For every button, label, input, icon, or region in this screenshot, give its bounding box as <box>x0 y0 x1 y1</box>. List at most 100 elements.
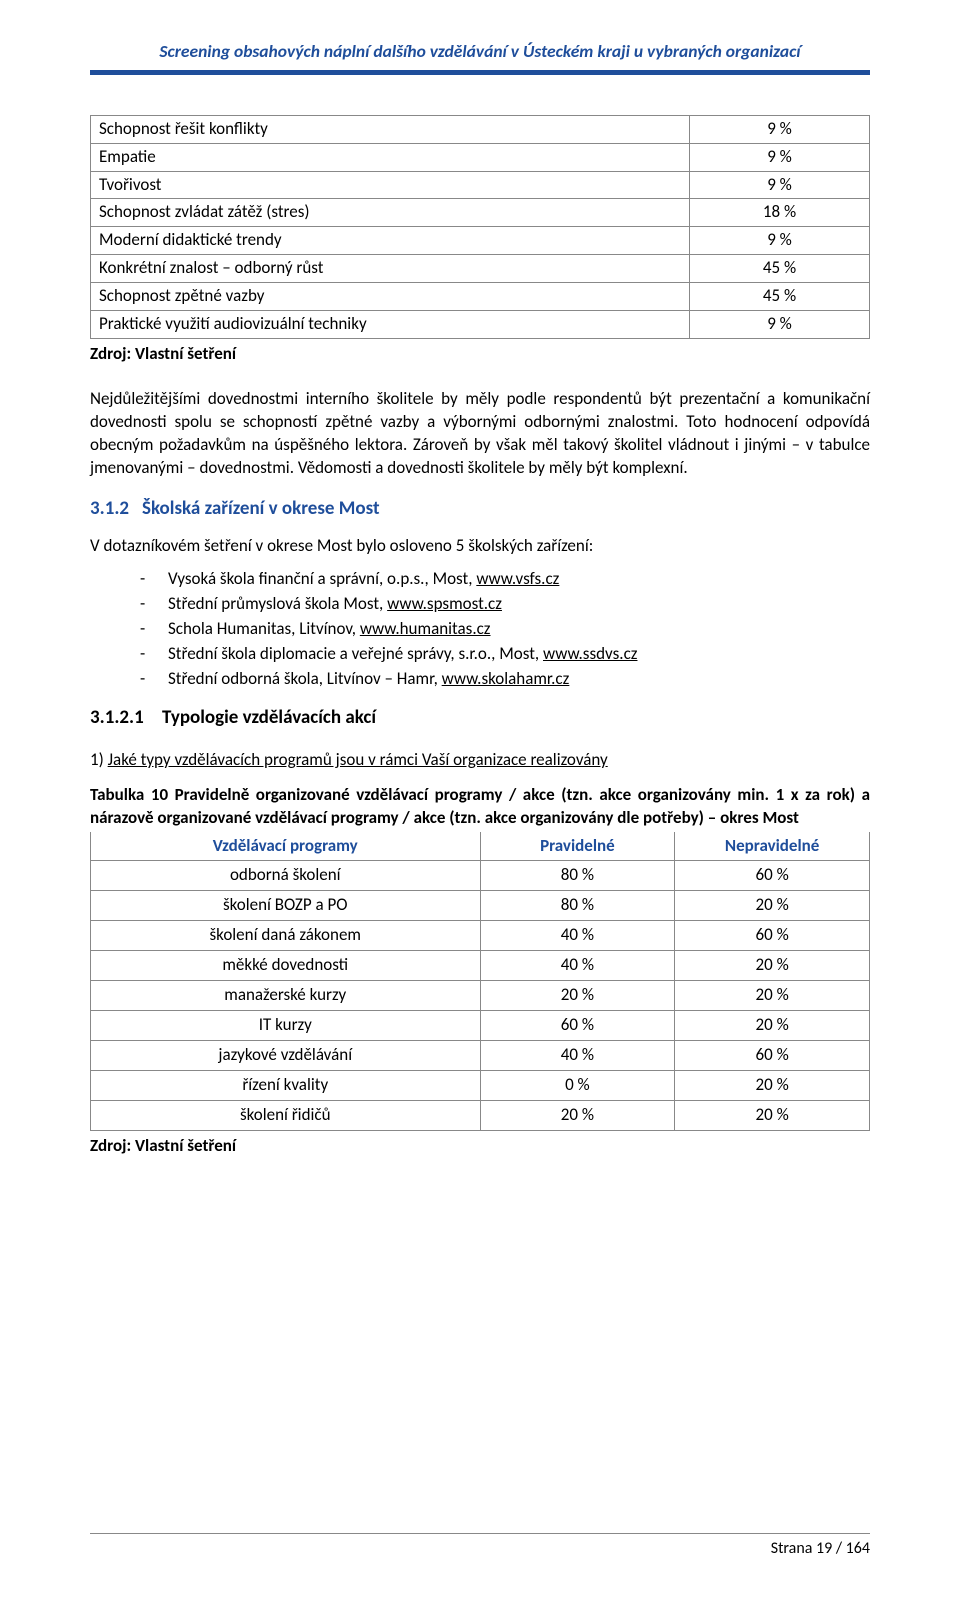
program-label: školení BOZP a PO <box>91 891 481 921</box>
column-header: Pravidelné <box>480 832 675 861</box>
program-irregular: 20 % <box>675 1071 870 1101</box>
skill-label: Empatie <box>91 143 690 171</box>
skill-label: Schopnost zvládat zátěž (stres) <box>91 199 690 227</box>
heading-number: 3.1.2.1 <box>90 705 162 731</box>
table-row: Schopnost zvládat zátěž (stres)18 % <box>91 199 870 227</box>
skill-value: 18 % <box>690 199 870 227</box>
list-link[interactable]: www.spsmost.cz <box>387 593 502 614</box>
skill-value: 9 % <box>690 143 870 171</box>
list-item: Schola Humanitas, Litvínov, www.humanita… <box>140 618 870 641</box>
table-row: IT kurzy60 %20 % <box>91 1011 870 1041</box>
source-line-2: Zdroj: Vlastní šetření <box>90 1135 870 1158</box>
paragraph-1: Nejdůležitějšími dovednostmi interního š… <box>90 388 870 480</box>
header-rule <box>90 70 870 75</box>
list-link[interactable]: www.ssdvs.cz <box>543 643 637 664</box>
table-row: jazykové vzdělávání40 %60 % <box>91 1041 870 1071</box>
question-1: 1) Jaké typy vzdělávacích programů jsou … <box>90 749 870 772</box>
source-line-1: Zdroj: Vlastní šetření <box>90 343 870 366</box>
program-regular: 60 % <box>480 1011 675 1041</box>
heading-number: 3.1.2 <box>90 496 142 522</box>
program-label: školení řidičů <box>91 1100 481 1130</box>
list-link[interactable]: www.skolahamr.cz <box>442 668 570 689</box>
list-text: Střední škola diplomacie a veřejné správ… <box>168 643 543 664</box>
skill-label: Konkrétní znalost – odborný růst <box>91 255 690 283</box>
program-irregular: 20 % <box>675 1100 870 1130</box>
list-item: Střední odborná škola, Litvínov – Hamr, … <box>140 668 870 691</box>
table-row: Schopnost zpětné vazby45 % <box>91 283 870 311</box>
skill-value: 45 % <box>690 283 870 311</box>
school-list: Vysoká škola finanční a správní, o.p.s.,… <box>90 568 870 691</box>
list-text: Střední odborná škola, Litvínov – Hamr, <box>168 668 442 689</box>
list-item: Střední průmyslová škola Most, www.spsmo… <box>140 593 870 616</box>
program-irregular: 20 % <box>675 1011 870 1041</box>
list-text: Střední průmyslová škola Most, <box>168 593 387 614</box>
program-label: jazykové vzdělávání <box>91 1041 481 1071</box>
table-row: řízení kvality0 %20 % <box>91 1071 870 1101</box>
paragraph-2: V dotazníkovém šetření v okrese Most byl… <box>90 535 870 558</box>
table-row: manažerské kurzy20 %20 % <box>91 981 870 1011</box>
skill-label: Schopnost zpětné vazby <box>91 283 690 311</box>
skill-value: 9 % <box>690 115 870 143</box>
table-row: školení daná zákonem40 %60 % <box>91 921 870 951</box>
program-irregular: 60 % <box>675 921 870 951</box>
table-row: Moderní didaktické trendy9 % <box>91 227 870 255</box>
table-row: Konkrétní znalost – odborný růst45 % <box>91 255 870 283</box>
skill-label: Praktické využití audiovizuální techniky <box>91 311 690 339</box>
list-link[interactable]: www.humanitas.cz <box>360 618 491 639</box>
table-row: Empatie9 % <box>91 143 870 171</box>
table-row: školení BOZP a PO80 %20 % <box>91 891 870 921</box>
program-regular: 0 % <box>480 1071 675 1101</box>
program-label: měkké dovednosti <box>91 951 481 981</box>
program-regular: 40 % <box>480 951 675 981</box>
list-text: Vysoká škola finanční a správní, o.p.s.,… <box>168 568 476 589</box>
column-header: Vzdělávací programy <box>91 832 481 861</box>
skill-value: 9 % <box>690 311 870 339</box>
program-irregular: 20 % <box>675 891 870 921</box>
program-regular: 20 % <box>480 981 675 1011</box>
program-regular: 40 % <box>480 921 675 951</box>
table-row: odborná školení80 %60 % <box>91 861 870 891</box>
program-irregular: 60 % <box>675 861 870 891</box>
list-item: Vysoká škola finanční a správní, o.p.s.,… <box>140 568 870 591</box>
table-row: školení řidičů20 %20 % <box>91 1100 870 1130</box>
table-row: Praktické využití audiovizuální techniky… <box>91 311 870 339</box>
skill-value: 45 % <box>690 255 870 283</box>
table-row: Schopnost řešit konflikty9 % <box>91 115 870 143</box>
program-regular: 80 % <box>480 891 675 921</box>
skills-table: Schopnost řešit konflikty9 %Empatie9 %Tv… <box>90 115 870 340</box>
program-regular: 40 % <box>480 1041 675 1071</box>
skill-value: 9 % <box>690 227 870 255</box>
list-item: Střední škola diplomacie a veřejné správ… <box>140 643 870 666</box>
page-footer: Strana 19 / 164 <box>90 1533 870 1560</box>
program-irregular: 20 % <box>675 951 870 981</box>
program-label: odborná školení <box>91 861 481 891</box>
heading-text: Školská zařízení v okrese Most <box>142 497 380 520</box>
program-regular: 20 % <box>480 1100 675 1130</box>
heading-3-1-2-1: 3.1.2.1Typologie vzdělávacích akcí <box>90 705 870 731</box>
program-label: manažerské kurzy <box>91 981 481 1011</box>
skill-label: Tvořivost <box>91 171 690 199</box>
program-label: IT kurzy <box>91 1011 481 1041</box>
program-label: řízení kvality <box>91 1071 481 1101</box>
list-link[interactable]: www.vsfs.cz <box>476 568 559 589</box>
table-row: Tvořivost9 % <box>91 171 870 199</box>
heading-text: Typologie vzdělávacích akcí <box>162 706 376 729</box>
question-text: Jaké typy vzdělávacích programů jsou v r… <box>108 749 608 770</box>
skill-label: Moderní didaktické trendy <box>91 227 690 255</box>
program-irregular: 60 % <box>675 1041 870 1071</box>
skill-value: 9 % <box>690 171 870 199</box>
programs-table: Vzdělávací programyPravidelnéNepravideln… <box>90 832 870 1131</box>
table-10-caption: Tabulka 10 Pravidelně organizované vzděl… <box>90 784 870 830</box>
running-header: Screening obsahových náplní dalšího vzdě… <box>90 40 870 70</box>
program-irregular: 20 % <box>675 981 870 1011</box>
list-text: Schola Humanitas, Litvínov, <box>168 618 360 639</box>
program-regular: 80 % <box>480 861 675 891</box>
skill-label: Schopnost řešit konflikty <box>91 115 690 143</box>
column-header: Nepravidelné <box>675 832 870 861</box>
question-number: 1) <box>90 749 108 770</box>
footer-rule <box>90 1533 870 1534</box>
page-number: Strana 19 / 164 <box>90 1538 870 1560</box>
heading-3-1-2: 3.1.2Školská zařízení v okrese Most <box>90 496 870 522</box>
program-label: školení daná zákonem <box>91 921 481 951</box>
table-row: měkké dovednosti40 %20 % <box>91 951 870 981</box>
